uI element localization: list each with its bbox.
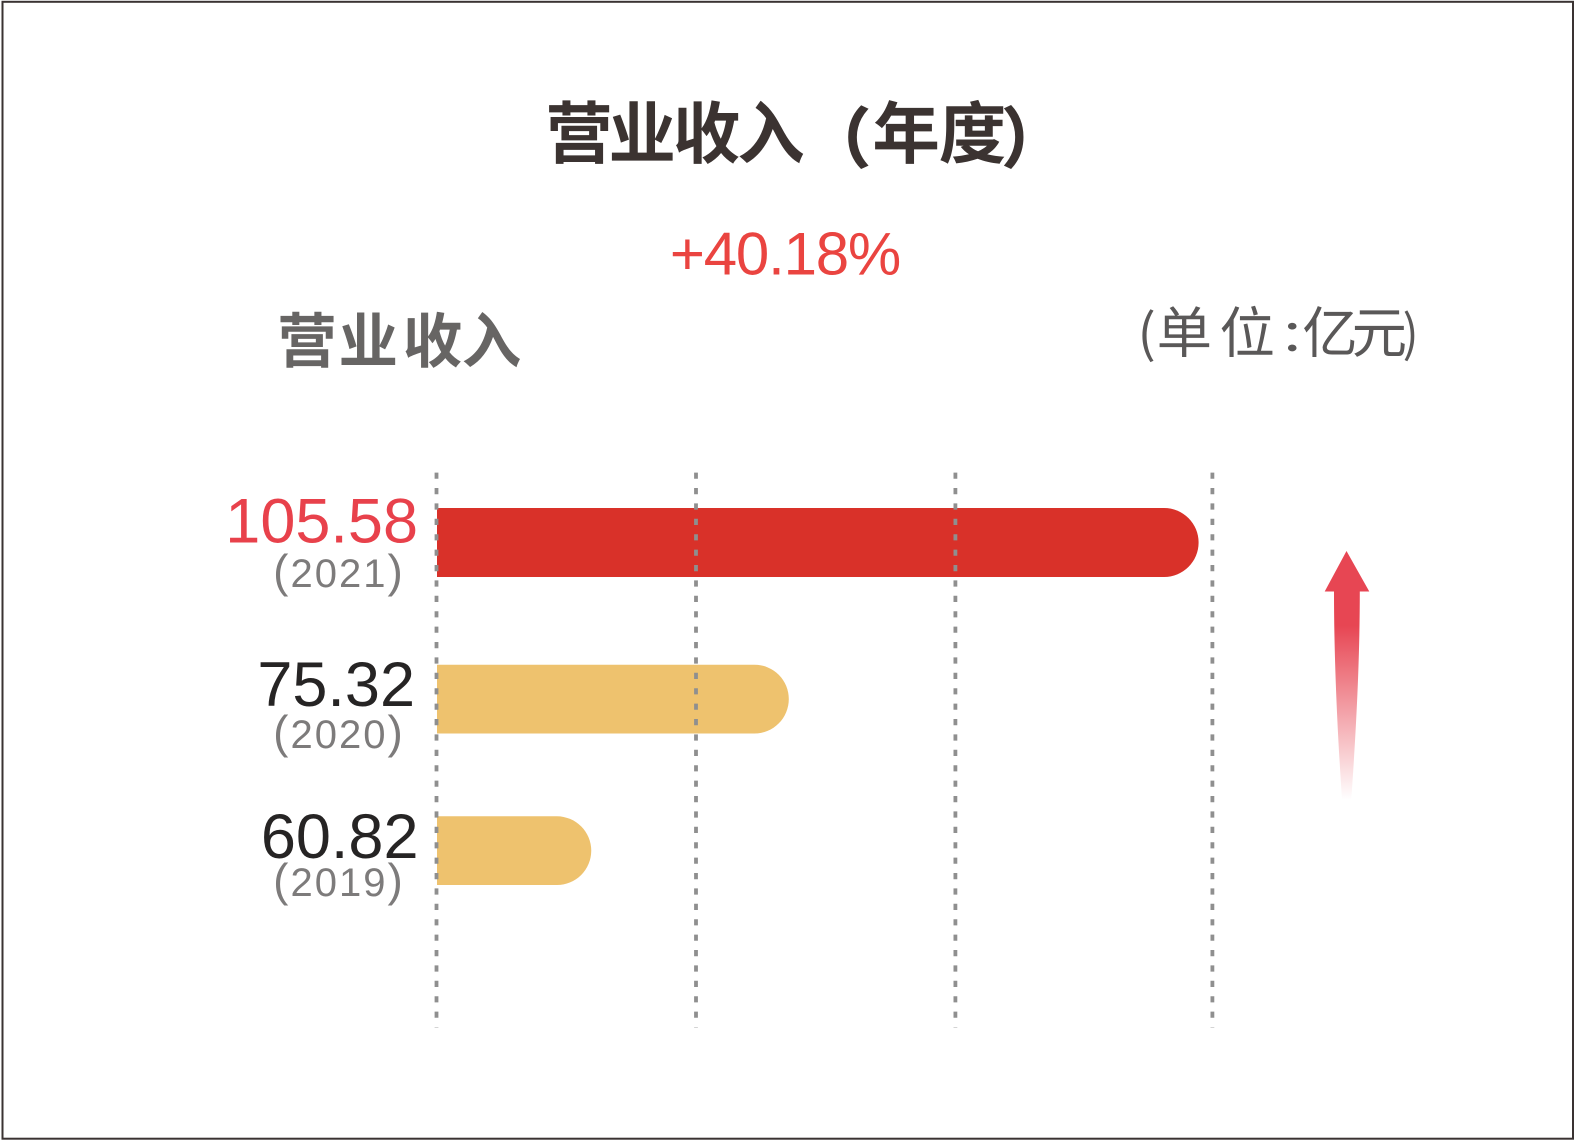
svg-text:60.82: 60.82 — [261, 802, 419, 872]
svg-text:75.32: 75.32 — [257, 650, 415, 720]
svg-text:(2019): (2019) — [273, 854, 405, 906]
svg-text:(2020): (2020) — [273, 706, 405, 758]
svg-text:+40.18%: +40.18% — [670, 220, 900, 287]
svg-text:(2021): (2021) — [273, 545, 405, 597]
svg-text:105.58: 105.58 — [225, 487, 418, 557]
